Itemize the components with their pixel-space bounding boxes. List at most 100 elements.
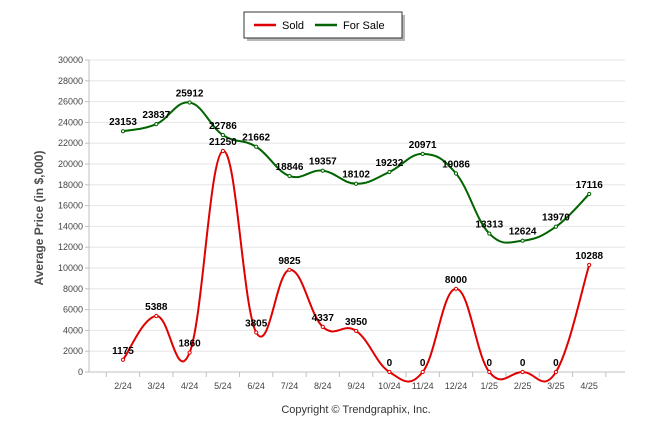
legend-label-for-sale: For Sale: [343, 20, 385, 32]
y-tick-label: 8000: [63, 284, 83, 294]
data-label-sold: 9825: [278, 256, 301, 267]
y-tick-label: 28000: [58, 76, 83, 86]
y-tick-label: 30000: [58, 55, 83, 65]
x-tick-label: 8/24: [314, 381, 332, 391]
data-label-for-sale: 20971: [409, 140, 437, 151]
y-tick-label: 24000: [58, 117, 83, 127]
data-point-sold: [154, 313, 159, 319]
data-label-for-sale: 19357: [309, 157, 337, 168]
y-tick-label: 20000: [58, 159, 83, 169]
data-label-sold: 0: [520, 358, 526, 369]
data-label-for-sale: 18102: [342, 170, 370, 181]
data-label-sold: 5388: [145, 302, 168, 313]
data-point-for-sale: [487, 231, 492, 236]
x-tick-label: 11/24: [412, 381, 434, 391]
data-point-sold: [354, 328, 359, 334]
x-tick-label: 3/25: [547, 381, 565, 391]
legend: Sold For Sale: [243, 11, 405, 41]
data-label-for-sale: 21662: [242, 133, 270, 144]
data-point-for-sale: [387, 169, 392, 175]
data-point-for-sale: [420, 151, 425, 157]
data-label-sold: 21250: [209, 137, 237, 148]
y-tick-label: 10000: [58, 263, 83, 273]
x-tick-label: 1/25: [481, 381, 499, 391]
data-point-for-sale: [120, 129, 126, 134]
x-tick-label: 3/24: [148, 381, 166, 391]
x-tick-label: 12/24: [445, 381, 468, 391]
data-label-for-sale: 25912: [176, 89, 204, 100]
data-point-for-sale: [220, 132, 225, 138]
data-point-sold: [220, 148, 225, 154]
data-label-for-sale: 23837: [142, 110, 170, 121]
y-tick-label: 14000: [58, 221, 83, 231]
y-tick-label: 6000: [63, 305, 83, 315]
y-axis-ticks: 0 2000 4000 6000 8000 10000 12000 14000 16000 180…: [58, 55, 89, 377]
data-label-sold: 0: [553, 358, 559, 369]
data-label-for-sale: 18846: [276, 162, 304, 173]
data-point-for-sale: [453, 171, 459, 176]
data-point-for-sale: [553, 224, 559, 229]
x-tick-label: 4/24: [181, 381, 199, 391]
data-label-sold: 1175: [112, 346, 134, 357]
data-label-for-sale: 12624: [509, 227, 537, 238]
data-label-for-sale: 17116: [576, 180, 604, 191]
data-point-for-sale: [354, 181, 359, 186]
x-tick-label: 10/24: [378, 381, 401, 391]
data-point-sold: [254, 330, 259, 335]
series-line-sold: [122, 149, 591, 383]
data-label-sold: 3950: [345, 317, 368, 328]
data-point-sold: [387, 369, 392, 375]
data-point-for-sale: [320, 168, 325, 173]
data-label-sold: 8000: [445, 275, 468, 286]
data-label-for-sale: 23153: [109, 117, 137, 128]
data-point-for-sale: [587, 191, 592, 197]
data-label-sold: 0: [420, 358, 426, 369]
x-tick-label: 2/24: [114, 381, 132, 391]
data-point-sold: [487, 369, 492, 375]
data-point-sold: [420, 369, 425, 375]
y-tick-label: 2000: [63, 346, 83, 356]
y-tick-label: 16000: [58, 201, 83, 211]
data-label-for-sale: 13313: [475, 220, 503, 231]
data-labels: 1175 5388 1860 21250 3805 9825 4337 3950 0 0 8000 0…: [109, 89, 604, 375]
copyright-footer: Copyright © Trendgraphix, Inc.: [281, 404, 430, 416]
y-axis-title: Average Price (in $,000): [32, 151, 46, 286]
y-tick-label: 4000: [63, 325, 83, 335]
data-point-for-sale: [187, 100, 192, 105]
x-tick-label: 4/25: [580, 381, 598, 391]
data-point-sold: [187, 350, 192, 355]
y-tick-label: 18000: [58, 180, 83, 190]
x-tick-label: 2/25: [514, 381, 532, 391]
data-point-sold: [320, 324, 325, 329]
x-tick-label: 6/24: [247, 381, 265, 391]
data-point-sold: [520, 369, 525, 375]
data-point-for-sale: [254, 144, 259, 149]
data-label-for-sale: 19086: [442, 160, 470, 171]
data-point-sold: [287, 267, 292, 272]
data-label-sold: 0: [487, 358, 493, 369]
data-label-sold: 0: [387, 358, 393, 369]
data-label-sold: 1860: [178, 339, 201, 350]
x-tick-label: 5/24: [214, 381, 232, 391]
data-label-sold: 3805: [245, 318, 268, 329]
x-axis-ticks: 2/24 3/24 4/24 5/24 6/24 7/24 8/24 9/24 10/24 11/…: [105, 372, 607, 391]
y-tick-label: 0: [78, 367, 83, 377]
data-point-for-sale: [154, 121, 159, 127]
data-label-for-sale: 22786: [209, 121, 237, 132]
data-label-sold: 4337: [312, 313, 335, 324]
y-tick-label: 22000: [58, 138, 83, 148]
data-point-sold: [120, 357, 126, 362]
y-tick-label: 12000: [58, 242, 83, 252]
data-point-for-sale: [287, 173, 292, 179]
data-label-sold: 10288: [575, 251, 603, 262]
data-point-sold: [453, 286, 459, 291]
data-point-sold: [553, 369, 559, 375]
x-tick-label: 7/24: [281, 381, 299, 391]
legend-label-sold: Sold: [282, 20, 304, 32]
y-tick-label: 26000: [58, 97, 83, 107]
data-point-for-sale: [520, 238, 525, 243]
data-label-for-sale: 13970: [542, 213, 570, 224]
x-tick-label: 9/24: [347, 381, 365, 391]
data-point-sold: [587, 262, 592, 268]
